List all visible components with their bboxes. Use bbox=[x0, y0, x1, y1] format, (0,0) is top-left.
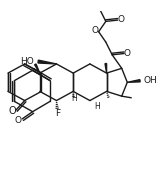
Text: O: O bbox=[15, 116, 22, 125]
Text: H: H bbox=[71, 94, 77, 103]
Polygon shape bbox=[127, 80, 140, 82]
Text: O: O bbox=[8, 106, 16, 116]
Text: H: H bbox=[94, 102, 100, 111]
Text: O: O bbox=[92, 26, 99, 35]
Polygon shape bbox=[38, 60, 57, 64]
Polygon shape bbox=[105, 64, 107, 73]
Text: F: F bbox=[56, 109, 61, 118]
Text: HO: HO bbox=[20, 57, 34, 66]
Text: O: O bbox=[124, 49, 131, 58]
Polygon shape bbox=[35, 64, 40, 73]
Text: OH: OH bbox=[144, 76, 158, 85]
Text: O: O bbox=[117, 15, 124, 24]
